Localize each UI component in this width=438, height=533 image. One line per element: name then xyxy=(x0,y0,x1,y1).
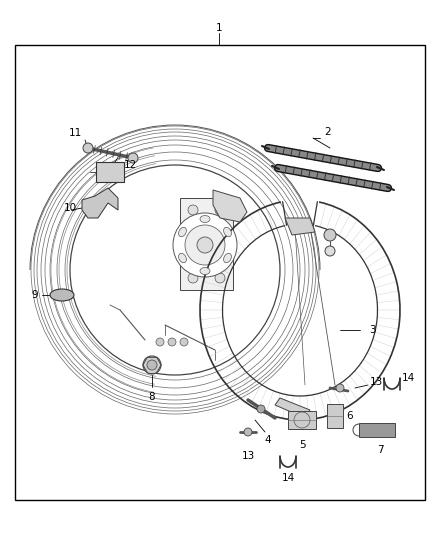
Text: 13: 13 xyxy=(241,451,254,461)
Ellipse shape xyxy=(50,289,74,301)
Text: 12: 12 xyxy=(124,160,137,170)
Text: 6: 6 xyxy=(347,411,353,421)
Bar xyxy=(359,423,395,437)
Circle shape xyxy=(83,143,93,153)
Circle shape xyxy=(156,338,164,346)
Circle shape xyxy=(143,356,161,374)
Polygon shape xyxy=(285,218,315,235)
Ellipse shape xyxy=(223,228,231,237)
Text: 3: 3 xyxy=(369,325,375,335)
Circle shape xyxy=(128,153,138,163)
Text: 5: 5 xyxy=(299,440,305,450)
Circle shape xyxy=(185,225,225,265)
Circle shape xyxy=(324,229,336,241)
Ellipse shape xyxy=(223,253,231,263)
Circle shape xyxy=(173,213,237,277)
Circle shape xyxy=(197,237,213,253)
Circle shape xyxy=(70,165,280,375)
Text: 10: 10 xyxy=(64,203,77,213)
Text: 7: 7 xyxy=(377,445,383,455)
Circle shape xyxy=(215,273,225,283)
Ellipse shape xyxy=(179,253,187,263)
Polygon shape xyxy=(180,198,233,290)
Polygon shape xyxy=(275,398,310,418)
Text: 4: 4 xyxy=(265,435,271,445)
Text: 1: 1 xyxy=(215,23,223,33)
Circle shape xyxy=(188,273,198,283)
Circle shape xyxy=(336,384,344,392)
Circle shape xyxy=(188,205,198,215)
Text: 13: 13 xyxy=(369,377,383,387)
Bar xyxy=(327,404,343,428)
Polygon shape xyxy=(82,188,118,218)
Bar xyxy=(288,411,316,429)
Ellipse shape xyxy=(200,268,210,274)
Bar xyxy=(96,162,124,182)
Text: 14: 14 xyxy=(281,473,295,483)
Ellipse shape xyxy=(200,215,210,222)
Circle shape xyxy=(215,205,225,215)
Text: 8: 8 xyxy=(148,392,155,402)
Circle shape xyxy=(180,338,188,346)
Ellipse shape xyxy=(179,228,187,237)
Circle shape xyxy=(244,428,252,436)
Bar xyxy=(15,45,425,500)
Circle shape xyxy=(257,405,265,413)
Circle shape xyxy=(147,360,157,370)
Text: 14: 14 xyxy=(401,373,415,383)
Polygon shape xyxy=(213,190,247,222)
Circle shape xyxy=(325,246,335,256)
Text: 9: 9 xyxy=(32,290,38,300)
Text: 11: 11 xyxy=(68,128,81,138)
Text: 2: 2 xyxy=(325,127,331,137)
Circle shape xyxy=(168,338,176,346)
